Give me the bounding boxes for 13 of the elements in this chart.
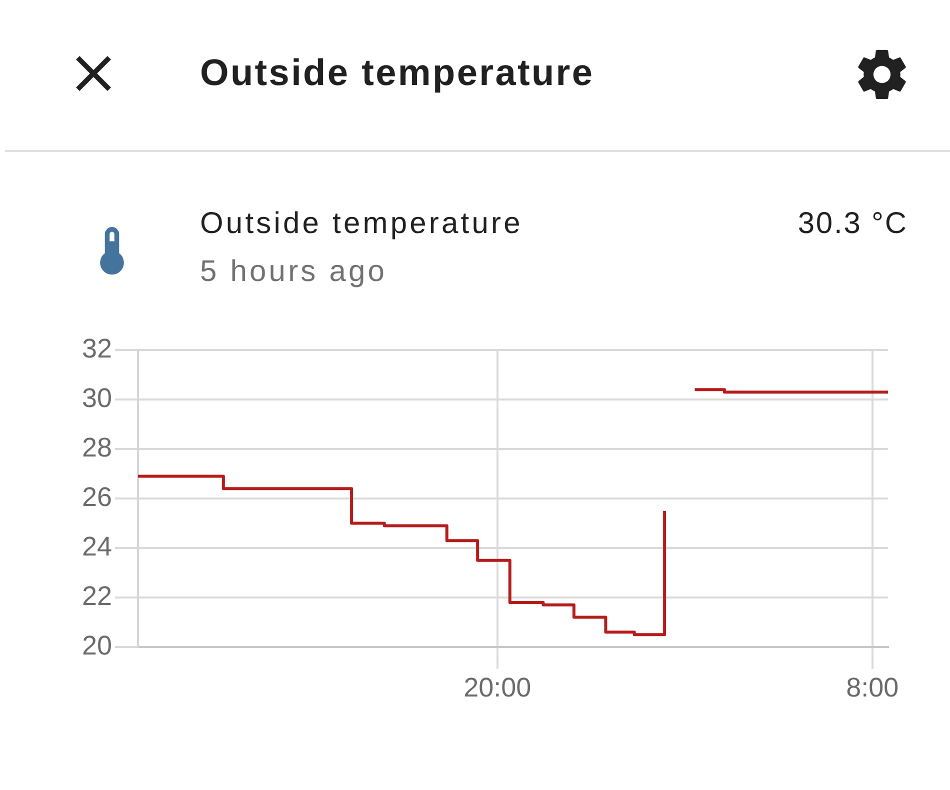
y-tick-label: 26	[82, 482, 112, 512]
y-tick-label: 20	[82, 630, 112, 660]
x-tick-label: 20:00	[464, 672, 532, 703]
text: 30.3 °C	[798, 206, 908, 242]
x-tick-label: 8:00	[846, 672, 899, 703]
y-tick-label: 24	[82, 531, 112, 562]
y-tick-label: 30	[82, 382, 112, 413]
y-tick-label: 22	[82, 580, 112, 611]
chart-title: Outside temperature	[200, 51, 594, 95]
y-tick-label: 32	[82, 333, 112, 364]
text: Outside temperature	[200, 206, 523, 242]
y-tick-label: 28	[82, 432, 112, 462]
text: 5 hours ago	[200, 254, 388, 290]
